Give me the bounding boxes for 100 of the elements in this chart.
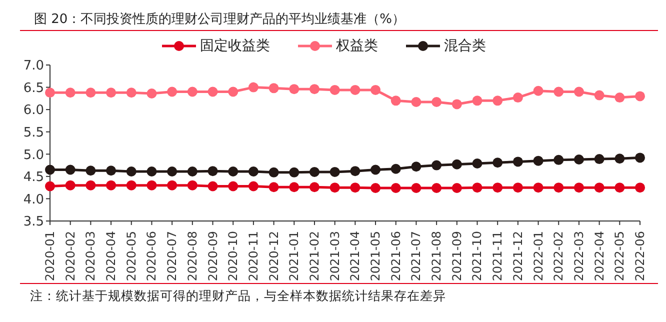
point (126, 166, 136, 177)
point (635, 182, 645, 193)
point (452, 183, 462, 194)
y-tick-label: 5.5 (23, 125, 44, 140)
x-tick-label: 2021-11 (490, 231, 505, 282)
x-tick-label: 2021-01 (287, 231, 302, 282)
x-tick-label: 2021-05 (368, 231, 383, 282)
x-tick-label: 2022-03 (572, 231, 586, 282)
point (268, 182, 279, 192)
y-tick-label: 7.0 (23, 58, 44, 74)
point (167, 86, 178, 97)
point (208, 181, 218, 192)
legend-label: 固定收益类 (199, 37, 270, 55)
point (432, 96, 442, 107)
x-tick-label: 2021-08 (430, 231, 444, 282)
y-tick-label: 6.5 (23, 80, 44, 96)
point (554, 182, 564, 193)
x-tick-label: 2020-05 (124, 231, 138, 282)
point (146, 88, 157, 99)
point (86, 180, 96, 190)
x-tick-label: 2021-04 (348, 231, 362, 282)
x-tick-label: 2022-05 (612, 231, 627, 282)
point (330, 166, 340, 177)
point (512, 156, 523, 167)
point (268, 167, 279, 178)
x-tick-label: 2020-07 (165, 231, 180, 282)
point (432, 160, 442, 170)
point (187, 180, 198, 190)
point (594, 154, 604, 164)
point (106, 166, 116, 176)
point (512, 92, 523, 103)
x-tick-label: 2022-04 (592, 231, 606, 282)
point (635, 152, 645, 163)
point (309, 84, 320, 94)
point (208, 166, 218, 176)
point (370, 183, 381, 194)
x-tick-label: 2022-02 (552, 231, 566, 282)
x-tick-label: 2022-01 (531, 231, 546, 282)
point (208, 86, 218, 97)
y-tick-label: 3.5 (23, 214, 44, 230)
x-tick-label: 2020-01 (43, 231, 57, 282)
point (289, 167, 300, 178)
point (248, 166, 258, 177)
point (146, 166, 157, 177)
point (350, 182, 360, 193)
point (45, 181, 55, 192)
point (106, 88, 116, 98)
point (228, 181, 238, 192)
point (248, 82, 258, 92)
x-tick-label: 2021-02 (307, 231, 322, 282)
point (370, 84, 381, 95)
point (126, 180, 136, 190)
point (574, 86, 584, 97)
point (309, 182, 320, 192)
x-tick-label: 2021-03 (328, 231, 342, 282)
point (554, 86, 564, 97)
point (390, 164, 401, 174)
x-tick-label: 2021-06 (388, 231, 403, 282)
x-tick-label: 2020-06 (144, 231, 159, 282)
point (533, 156, 544, 166)
point (635, 91, 645, 102)
point (594, 182, 604, 193)
point (167, 166, 178, 177)
point (533, 86, 544, 96)
point (492, 158, 503, 168)
y-tick-label: 4.5 (23, 170, 44, 186)
point (248, 181, 258, 192)
point (228, 86, 238, 97)
point (228, 166, 238, 177)
point (187, 86, 198, 97)
point (86, 88, 96, 98)
x-tick-label: 2020-03 (84, 231, 98, 282)
x-tick-label: 2020-04 (104, 231, 118, 282)
point (350, 84, 360, 95)
point (86, 166, 96, 176)
point (411, 96, 422, 107)
point (614, 182, 625, 193)
chart-title: 图 20：不同投资性质的理财公司理财产品的平均业绩基准（%） (20, 8, 658, 31)
point (533, 182, 544, 193)
point (411, 183, 422, 194)
point (370, 164, 381, 175)
point (472, 158, 482, 169)
point (614, 154, 625, 164)
point (45, 88, 55, 98)
y-tick-label: 5.0 (23, 148, 44, 163)
point (309, 166, 320, 177)
point (390, 96, 401, 106)
point (452, 159, 462, 170)
point (574, 154, 584, 164)
point (472, 96, 482, 106)
point (65, 180, 76, 190)
x-tick-label: 2020-08 (185, 231, 200, 282)
x-tick-label: 2020-02 (63, 231, 78, 282)
point (268, 83, 279, 94)
point (146, 180, 157, 190)
x-tick-label: 2020-11 (246, 231, 260, 282)
point (106, 180, 116, 190)
legend-label: 混合类 (443, 37, 486, 55)
point (614, 92, 625, 103)
point (594, 90, 604, 100)
